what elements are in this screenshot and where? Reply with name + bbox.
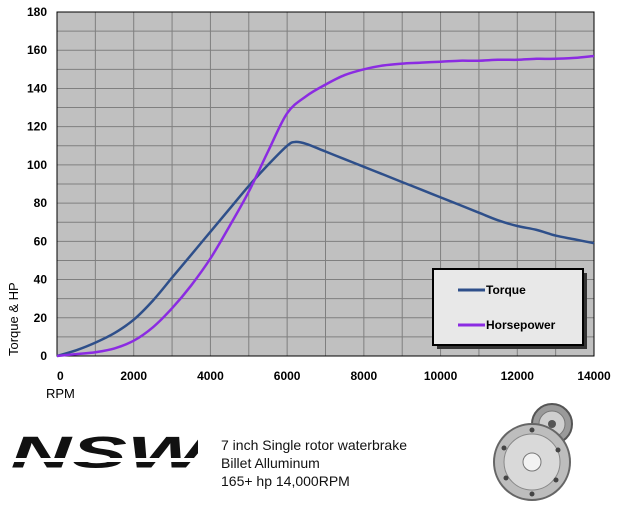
x-tick-label: 4000 [197,369,224,383]
caption-line-3: 165+ hp 14,000RPM [221,473,350,489]
x-tick-label: 2000 [120,369,147,383]
x-tick-label: 8000 [351,369,378,383]
legend-label-horsepower: Horsepower [486,318,556,332]
y-tick-label: 160 [27,43,47,57]
y-tick-label: 60 [34,234,48,248]
x-tick-label: 12000 [501,369,535,383]
series-lines [56,54,595,358]
caption-line-2: Billet Alluminum [221,455,320,471]
y-tick-labels: 0 20 40 60 80 100 120 140 160 180 [27,5,47,363]
y-tick-label: 20 [34,311,48,325]
legend-label-torque: Torque [486,283,526,297]
x-tick-label: 0 [57,369,64,383]
y-tick-label: 0 [40,349,47,363]
x-tick-label: 14000 [577,369,611,383]
y-tick-label: 80 [34,196,48,210]
y-axis-title: Torque & HP [6,282,21,356]
x-axis-title: RPM [46,386,75,400]
x-tick-label: 6000 [274,369,301,383]
legend: Torque Horsepower [432,268,587,349]
legend-box [432,268,584,346]
y-tick-label: 120 [27,120,47,134]
x-tick-labels: 0 2000 4000 6000 8000 10000 12000 14000 [57,369,611,383]
y-tick-label: 100 [27,158,47,172]
caption-line-1: 7 inch Single rotor waterbrake [221,437,407,453]
y-tick-label: 180 [27,5,47,19]
series-line-torque [56,140,595,358]
waterbrake-product-image [493,403,573,501]
logo-wordmark: NSW [11,436,198,478]
plot-border [56,11,595,357]
torque-hp-chart: 0 2000 4000 6000 8000 10000 12000 14000 0 20 40 60… [6,5,611,400]
x-tick-label: 10000 [424,369,458,383]
y-tick-label: 40 [34,273,48,287]
y-tick-label: 140 [27,81,47,95]
series-line-horsepower [56,54,595,358]
nsw-logo: NSW [8,436,198,478]
